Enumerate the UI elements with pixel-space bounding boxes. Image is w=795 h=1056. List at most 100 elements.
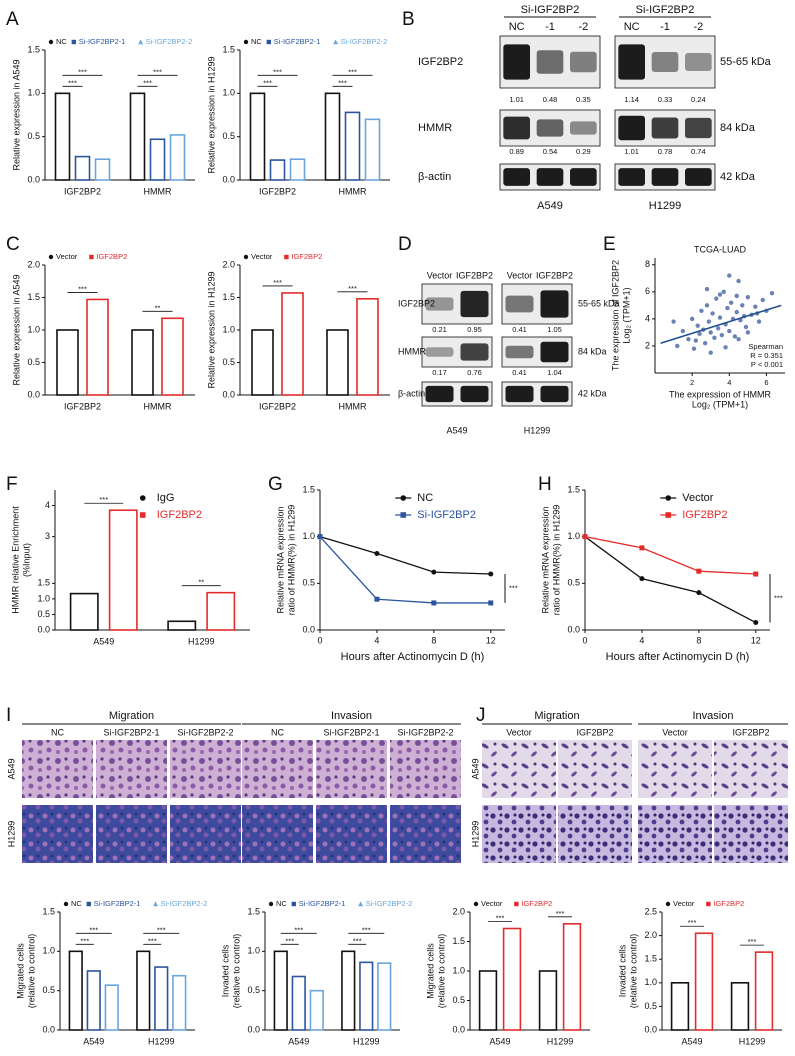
y-axis-label: Relative mRNA expression bbox=[540, 506, 550, 613]
point bbox=[708, 330, 713, 335]
y-axis-label: Relative expression in A549 bbox=[11, 274, 21, 385]
bar bbox=[56, 329, 79, 396]
significance-label: *** bbox=[89, 925, 98, 934]
band bbox=[570, 168, 597, 186]
y-axis-label: HMMR relative Enrichment bbox=[10, 506, 20, 614]
point bbox=[693, 338, 699, 343]
x-tick-label: 12 bbox=[751, 635, 761, 645]
quantification: 0.54 bbox=[543, 147, 558, 156]
legend-marker bbox=[266, 39, 271, 45]
y-tick-label: 1.0 bbox=[222, 324, 235, 334]
legend-label: IgG bbox=[157, 492, 175, 504]
quantification: 1.01 bbox=[624, 147, 639, 156]
band bbox=[651, 168, 679, 186]
cell-label: H1299 bbox=[524, 425, 551, 435]
band bbox=[685, 53, 712, 71]
y-tick-label: 1.0 bbox=[222, 88, 235, 98]
legend-label: IGF2BP2 bbox=[521, 899, 552, 908]
legend-label: Vector bbox=[251, 252, 273, 261]
quantification: 1.04 bbox=[547, 368, 562, 377]
annotation: P < 0.001 bbox=[751, 360, 783, 369]
y-tick-label: 1.0 bbox=[42, 946, 55, 956]
lane-label: -2 bbox=[578, 21, 588, 33]
y-tick-label: 1.5 bbox=[452, 936, 465, 946]
x-tick-label: IGF2BP2 bbox=[64, 186, 101, 196]
series-line bbox=[319, 536, 491, 604]
micrograph bbox=[316, 805, 387, 863]
panel-label: F bbox=[6, 474, 18, 495]
series-line bbox=[584, 536, 756, 575]
protein-label: IGF2BP2 bbox=[398, 298, 435, 308]
bar bbox=[289, 158, 306, 181]
y-tick-label: 0.0 bbox=[247, 1024, 260, 1034]
point bbox=[725, 305, 730, 311]
y-tick-label: 2.0 bbox=[452, 906, 465, 916]
panel-label: J bbox=[476, 705, 486, 726]
significance-label: *** bbox=[496, 914, 505, 923]
legend-marker bbox=[71, 39, 76, 45]
x-tick-label: H1299 bbox=[188, 636, 215, 646]
quantification: 0.21 bbox=[432, 325, 447, 334]
y-tick-label: 1.5 bbox=[222, 292, 235, 302]
bar bbox=[149, 138, 166, 181]
significance-label: *** bbox=[148, 936, 157, 945]
bar bbox=[538, 970, 558, 1031]
y-tick-label: 1.5 bbox=[644, 954, 657, 964]
point bbox=[715, 326, 721, 331]
band bbox=[460, 290, 489, 318]
x-tick-label: HMMR bbox=[144, 401, 172, 411]
y-tick-label: 0.5 bbox=[222, 357, 235, 367]
micrograph bbox=[22, 805, 93, 863]
series-line bbox=[584, 536, 757, 624]
significance-label: *** bbox=[143, 78, 152, 87]
x-tick-label: 2 bbox=[690, 378, 694, 387]
x-tick-label: IGF2BP2 bbox=[259, 401, 296, 411]
bar bbox=[478, 970, 498, 1031]
column-label: NC bbox=[51, 727, 64, 737]
series-line bbox=[319, 536, 491, 575]
lane-label: NC bbox=[509, 21, 525, 33]
legend-label: Vector bbox=[682, 492, 714, 504]
micrograph bbox=[714, 805, 788, 863]
bar bbox=[94, 158, 111, 181]
bar bbox=[68, 950, 83, 1031]
y-tick-label: 1.0 bbox=[452, 965, 465, 975]
y-tick-label: 4 bbox=[45, 500, 50, 510]
band bbox=[503, 116, 530, 140]
legend-marker bbox=[291, 901, 296, 907]
significance-label: *** bbox=[509, 583, 518, 592]
significance-label: *** bbox=[273, 67, 282, 76]
micrograph bbox=[390, 805, 461, 863]
significance-label: *** bbox=[688, 918, 697, 927]
bar bbox=[670, 981, 690, 1031]
x-tick-label: HMMR bbox=[339, 186, 367, 196]
panel-label: I bbox=[6, 705, 11, 726]
point bbox=[696, 568, 702, 574]
significance-label: *** bbox=[353, 936, 362, 945]
point bbox=[719, 332, 725, 338]
cell-label: A549 bbox=[446, 425, 467, 435]
legend-marker bbox=[63, 901, 69, 907]
bar bbox=[131, 329, 154, 396]
y-tick-label: 2.0 bbox=[222, 259, 235, 269]
legend-marker bbox=[358, 901, 364, 907]
quantification: 0.95 bbox=[467, 325, 482, 334]
x-tick-label: IGF2BP2 bbox=[259, 186, 296, 196]
panel-label: A bbox=[6, 9, 19, 30]
bar bbox=[74, 155, 91, 181]
micrograph bbox=[316, 740, 387, 798]
micrograph bbox=[96, 805, 167, 863]
column-label: Si-IGF2BP2-2 bbox=[177, 727, 233, 737]
panel-label: E bbox=[603, 234, 616, 255]
x-tick-label: IGF2BP2 bbox=[64, 401, 101, 411]
bar bbox=[562, 922, 582, 1031]
y-tick-label: 0.5 bbox=[247, 985, 260, 995]
band bbox=[536, 168, 564, 186]
band bbox=[460, 385, 489, 403]
bar bbox=[324, 92, 341, 181]
x-tick-label: H1299 bbox=[353, 1036, 380, 1046]
bar bbox=[377, 962, 392, 1031]
band bbox=[505, 385, 534, 403]
point bbox=[691, 346, 697, 351]
legend-marker bbox=[284, 254, 289, 260]
